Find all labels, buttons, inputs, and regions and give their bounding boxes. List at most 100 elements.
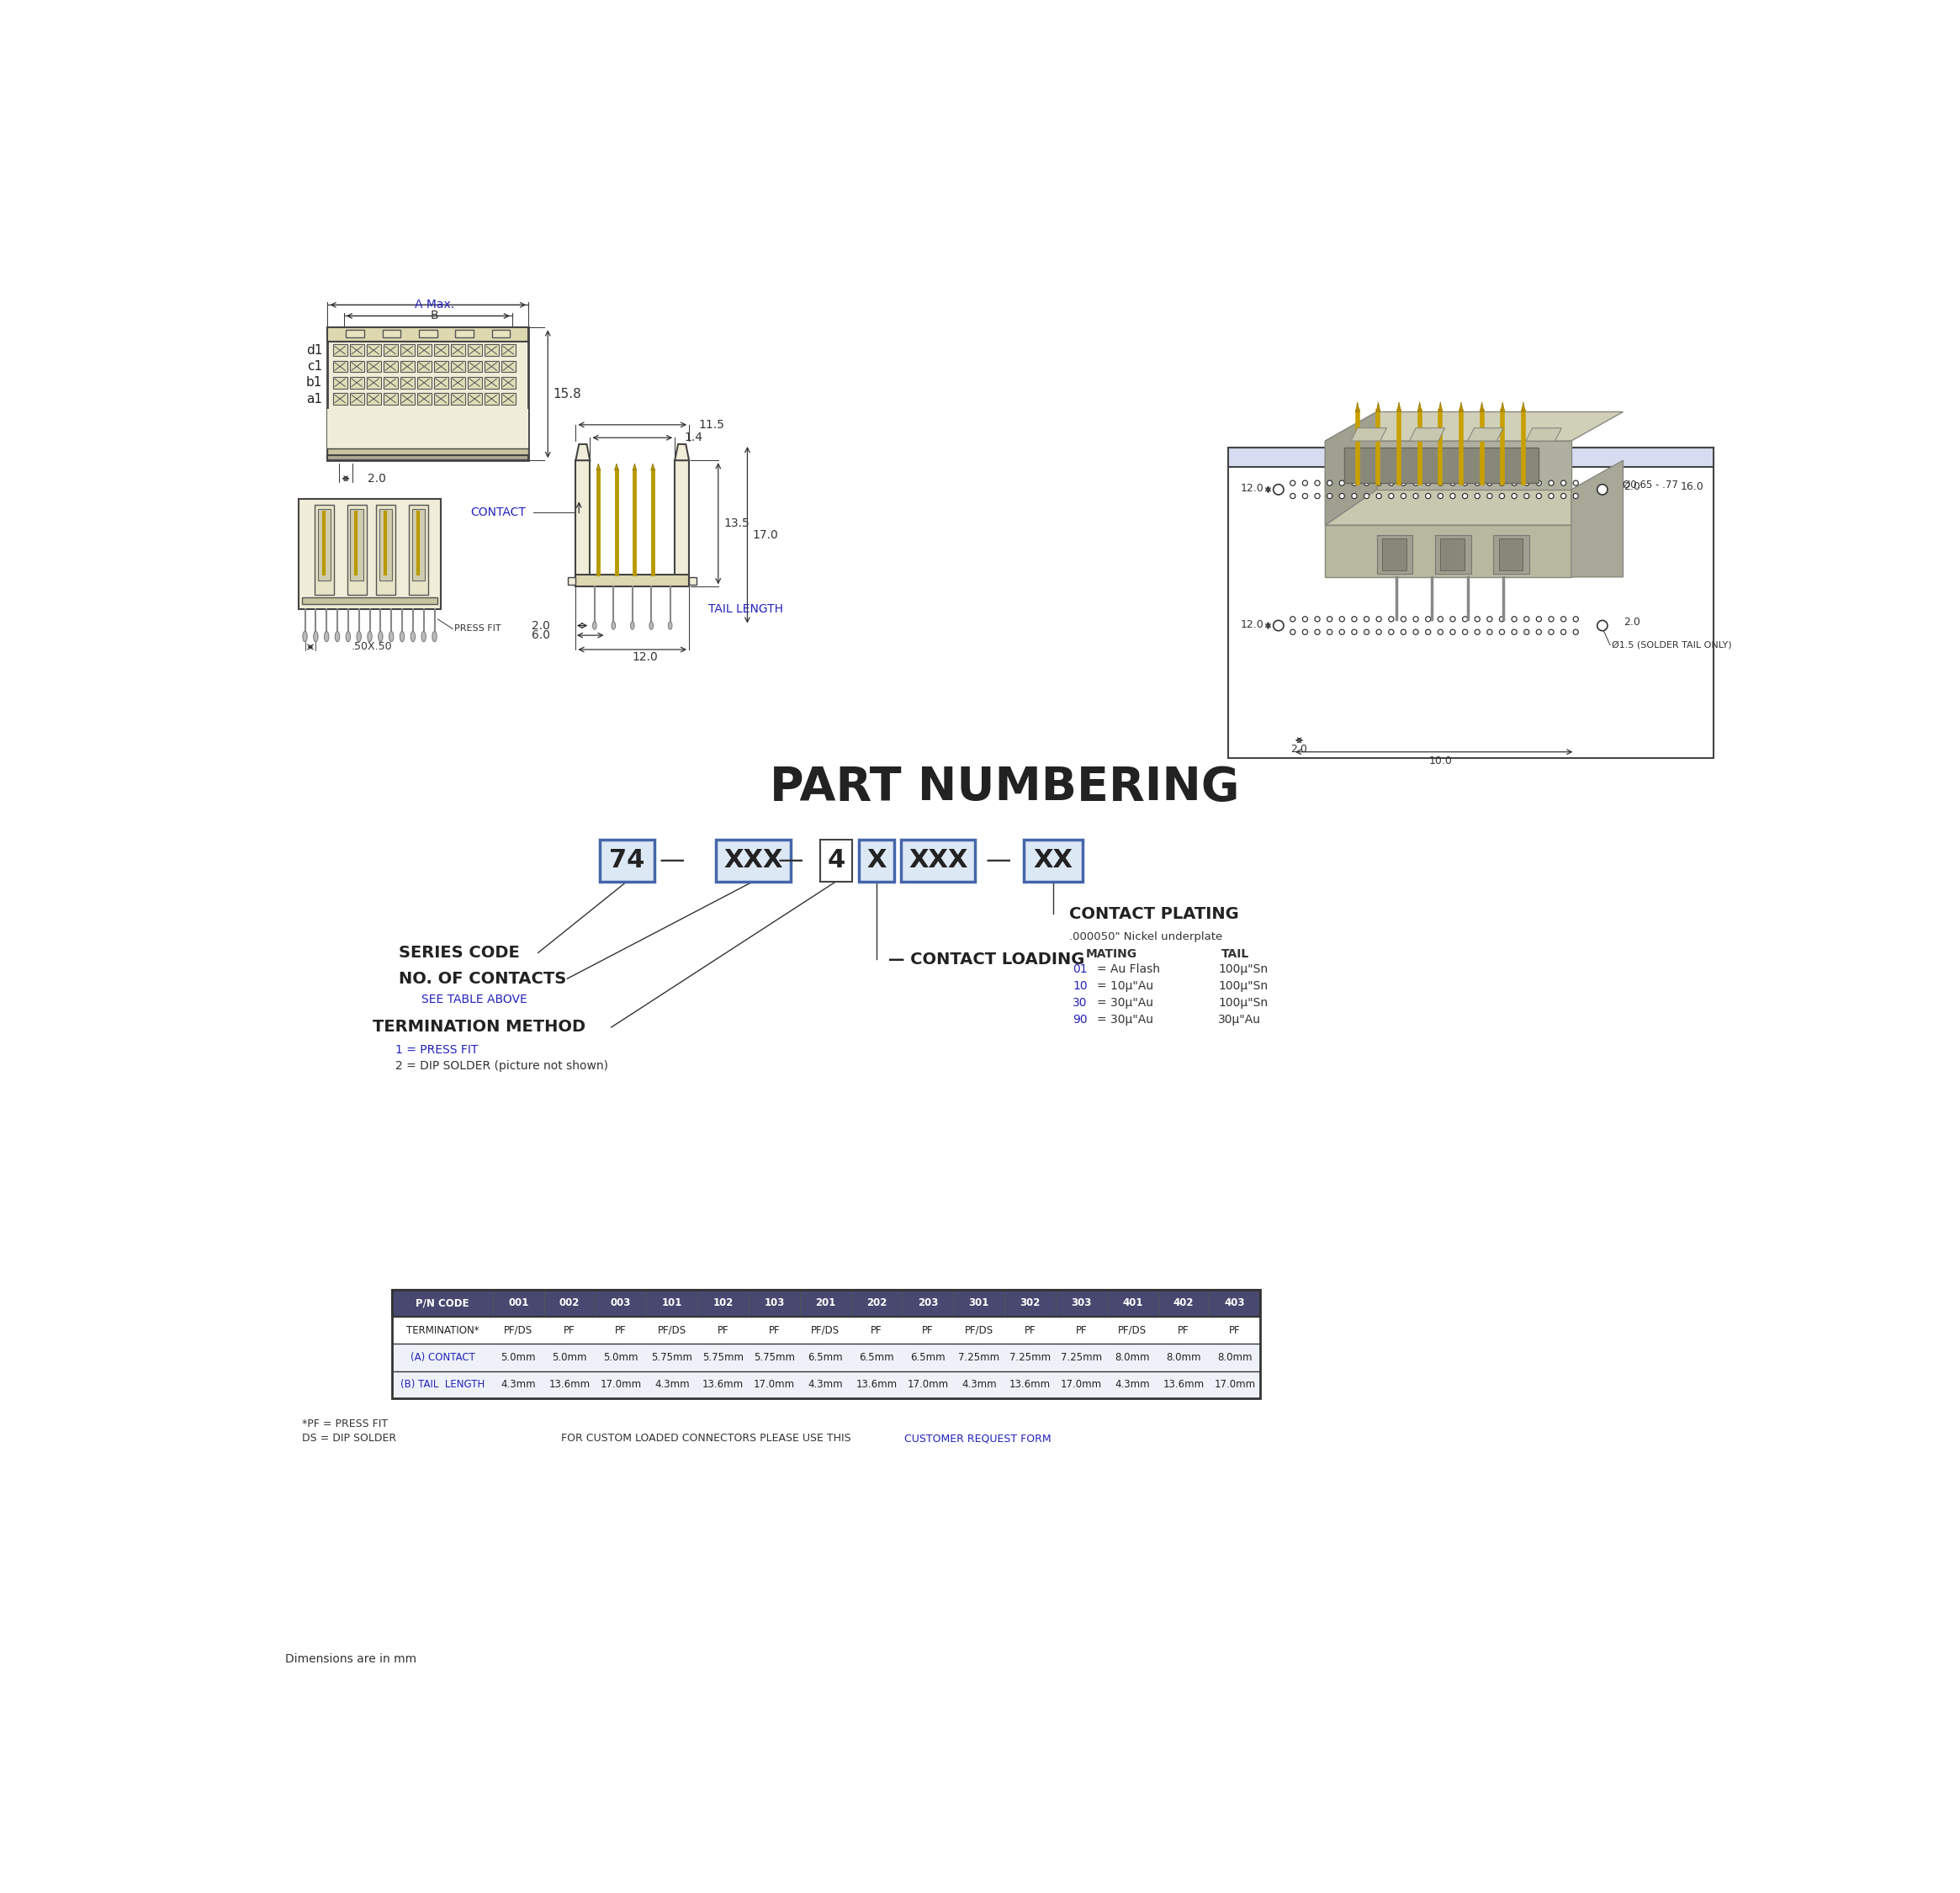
Bar	[419, 329, 437, 337]
Text: 8.0mm: 8.0mm	[1166, 1352, 1201, 1363]
Bar	[333, 394, 347, 405]
Circle shape	[1401, 617, 1405, 621]
Ellipse shape	[412, 632, 416, 642]
Circle shape	[1339, 481, 1345, 487]
Text: X: X	[866, 848, 886, 873]
Circle shape	[1560, 630, 1566, 634]
Circle shape	[1511, 481, 1517, 487]
Circle shape	[1439, 630, 1443, 634]
Ellipse shape	[421, 632, 425, 642]
Circle shape	[1488, 630, 1492, 634]
Bar	[600, 839, 655, 882]
Circle shape	[1548, 494, 1554, 498]
Circle shape	[1352, 494, 1356, 498]
Text: PART NUMBERING: PART NUMBERING	[770, 765, 1239, 810]
Circle shape	[1488, 617, 1492, 621]
Bar	[433, 377, 449, 388]
Ellipse shape	[649, 621, 653, 630]
Bar	[468, 345, 482, 356]
Text: 301: 301	[968, 1299, 990, 1308]
Circle shape	[1327, 481, 1333, 487]
Text: 8.0mm: 8.0mm	[1217, 1352, 1252, 1363]
Text: 5.0mm: 5.0mm	[553, 1352, 586, 1363]
Bar	[484, 360, 498, 373]
Text: 12.0: 12.0	[633, 651, 659, 663]
Circle shape	[1364, 617, 1370, 621]
Polygon shape	[1458, 401, 1462, 413]
Ellipse shape	[631, 621, 635, 630]
Ellipse shape	[357, 632, 361, 642]
Text: 2.0: 2.0	[531, 619, 551, 632]
Circle shape	[1303, 630, 1307, 634]
Circle shape	[1511, 617, 1517, 621]
Text: 7.25mm: 7.25mm	[958, 1352, 1000, 1363]
Text: = 30μ"Au: = 30μ"Au	[1098, 1013, 1154, 1026]
Circle shape	[1525, 630, 1529, 634]
Text: Ø0.65 - .77: Ø0.65 - .77	[1623, 479, 1678, 490]
Text: 17.0mm: 17.0mm	[1060, 1380, 1102, 1389]
Circle shape	[1274, 621, 1284, 630]
Bar	[1229, 447, 1713, 759]
Circle shape	[1439, 494, 1443, 498]
Circle shape	[1290, 630, 1296, 634]
Circle shape	[1388, 617, 1394, 621]
Text: 4.3mm: 4.3mm	[502, 1380, 535, 1389]
Text: 30μ"Au: 30μ"Au	[1219, 1013, 1260, 1026]
Text: PF: PF	[768, 1325, 780, 1336]
Text: 12.0: 12.0	[1241, 619, 1264, 630]
Text: PF: PF	[1025, 1325, 1035, 1336]
Polygon shape	[1521, 401, 1525, 413]
Polygon shape	[1325, 413, 1378, 524]
Text: 01: 01	[1072, 964, 1088, 975]
Bar	[492, 329, 510, 337]
Text: SEE TABLE ABOVE: SEE TABLE ABOVE	[421, 994, 527, 1005]
Bar	[327, 327, 529, 343]
Circle shape	[1537, 617, 1541, 621]
Polygon shape	[1572, 460, 1623, 577]
Circle shape	[1315, 481, 1319, 487]
Circle shape	[1376, 481, 1382, 487]
Bar	[468, 394, 482, 405]
Text: 15.8: 15.8	[553, 388, 582, 399]
Text: —: —	[986, 848, 1011, 873]
Circle shape	[1413, 494, 1419, 498]
Text: .000050" Nickel underplate: .000050" Nickel underplate	[1070, 931, 1223, 943]
Text: 100μ"Sn: 100μ"Sn	[1219, 964, 1268, 975]
Text: PF: PF	[1229, 1325, 1241, 1336]
Circle shape	[1388, 494, 1394, 498]
Bar	[484, 345, 498, 356]
Text: 17.0mm: 17.0mm	[600, 1380, 641, 1389]
Text: 17.0: 17.0	[753, 528, 778, 541]
Circle shape	[1439, 481, 1443, 487]
Text: PF/DS: PF/DS	[964, 1325, 994, 1336]
Bar	[417, 360, 431, 373]
Circle shape	[1388, 630, 1394, 634]
Circle shape	[1413, 630, 1419, 634]
Bar	[367, 377, 380, 388]
Text: 303: 303	[1070, 1299, 1092, 1308]
Circle shape	[1488, 481, 1492, 487]
Circle shape	[1597, 485, 1607, 494]
Text: 101: 101	[662, 1299, 682, 1308]
Polygon shape	[1468, 428, 1503, 441]
Circle shape	[1474, 617, 1480, 621]
Bar	[327, 454, 529, 460]
Bar	[349, 377, 365, 388]
Circle shape	[1597, 621, 1607, 630]
Bar	[433, 394, 449, 405]
Text: 7.25mm: 7.25mm	[1009, 1352, 1051, 1363]
Text: 74: 74	[610, 848, 645, 873]
Circle shape	[1450, 630, 1456, 634]
Circle shape	[1537, 494, 1541, 498]
Text: PF: PF	[564, 1325, 576, 1336]
Circle shape	[1401, 630, 1405, 634]
Bar	[400, 360, 414, 373]
Text: 5.0mm: 5.0mm	[502, 1352, 535, 1363]
Circle shape	[1413, 617, 1419, 621]
Ellipse shape	[388, 632, 394, 642]
Polygon shape	[1439, 401, 1443, 413]
Text: 001: 001	[508, 1299, 529, 1308]
Text: PF: PF	[717, 1325, 729, 1336]
Bar	[384, 377, 398, 388]
Bar	[333, 345, 347, 356]
